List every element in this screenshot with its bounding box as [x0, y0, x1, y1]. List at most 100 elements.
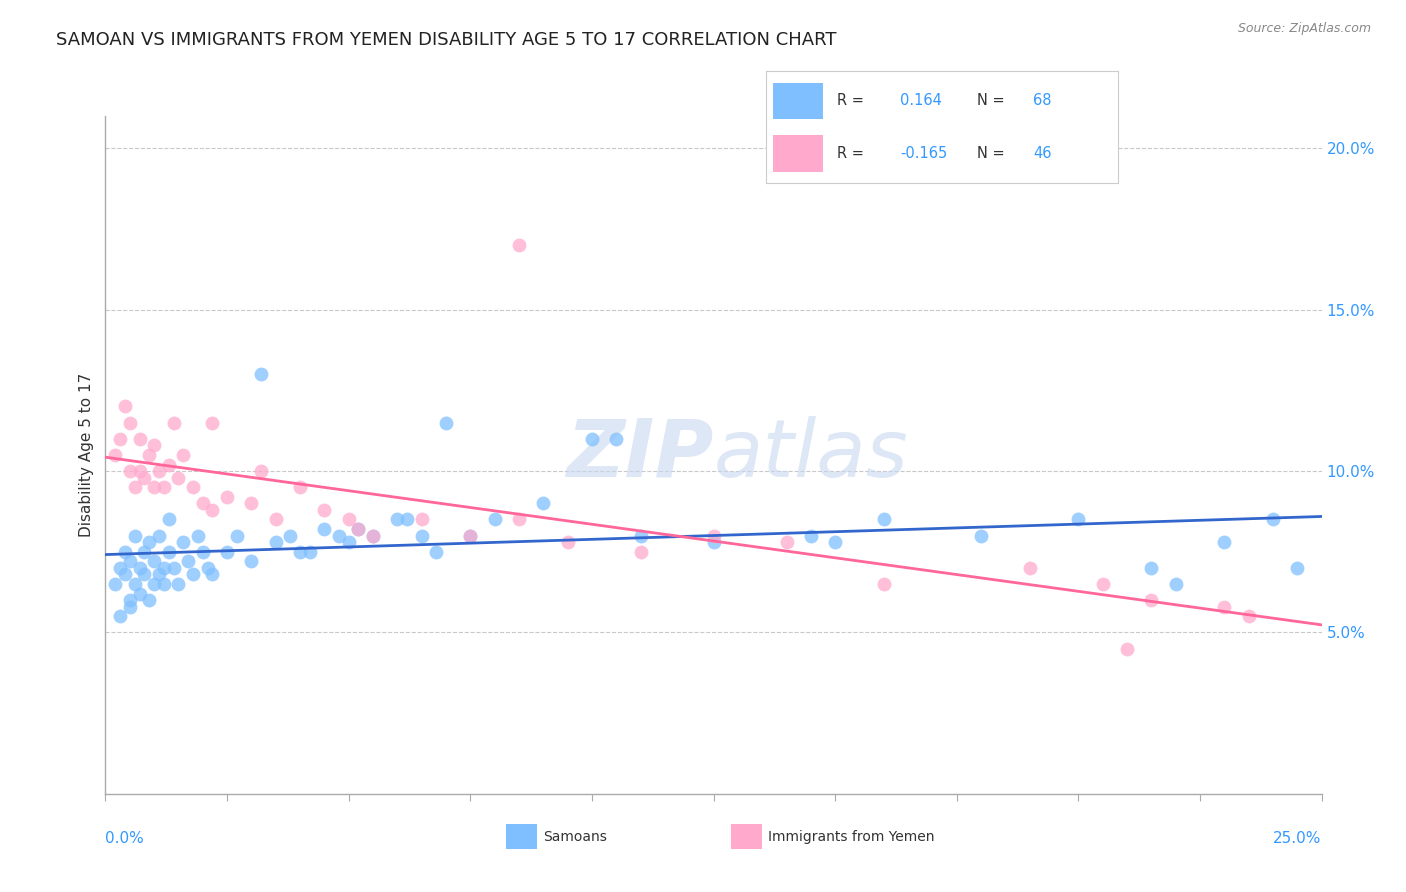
Point — [148, 528, 170, 542]
Point — [143, 554, 166, 568]
FancyBboxPatch shape — [773, 135, 823, 171]
Point — [250, 464, 273, 478]
Text: R =: R = — [837, 94, 868, 109]
Point — [425, 545, 447, 559]
Point — [153, 561, 176, 575]
Text: 0.0%: 0.0% — [105, 831, 145, 847]
Text: 46: 46 — [1033, 145, 1052, 161]
Point — [128, 464, 150, 478]
Point — [337, 535, 360, 549]
Point — [118, 599, 141, 614]
Point — [217, 545, 239, 559]
Point — [458, 528, 481, 542]
Point — [1164, 577, 1187, 591]
Point — [1091, 577, 1114, 591]
Point — [143, 577, 166, 591]
Point — [217, 490, 239, 504]
Point — [337, 512, 360, 526]
Point — [124, 528, 146, 542]
Point — [264, 512, 287, 526]
Point — [396, 512, 419, 526]
Text: 0.164: 0.164 — [900, 94, 942, 109]
Point — [104, 448, 127, 462]
Point — [118, 464, 141, 478]
Point — [288, 480, 311, 494]
Point — [702, 535, 725, 549]
Point — [118, 593, 141, 607]
Point — [411, 528, 433, 542]
Point — [411, 512, 433, 526]
Point — [114, 545, 136, 559]
Point — [138, 593, 160, 607]
Text: Immigrants from Yemen: Immigrants from Yemen — [768, 830, 934, 844]
Point — [191, 545, 214, 559]
Point — [531, 496, 554, 510]
Point — [148, 464, 170, 478]
Text: 68: 68 — [1033, 94, 1052, 109]
Point — [181, 567, 204, 582]
Point — [1261, 512, 1284, 526]
Point — [434, 416, 457, 430]
Point — [508, 512, 530, 526]
Y-axis label: Disability Age 5 to 17: Disability Age 5 to 17 — [79, 373, 94, 537]
Point — [630, 528, 652, 542]
Point — [128, 561, 150, 575]
Point — [167, 470, 190, 484]
Point — [108, 609, 131, 624]
Point — [264, 535, 287, 549]
Point — [191, 496, 214, 510]
Point — [128, 587, 150, 601]
Point — [134, 545, 156, 559]
Text: atlas: atlas — [713, 416, 908, 494]
Point — [201, 416, 224, 430]
Point — [201, 503, 224, 517]
Point — [157, 458, 180, 472]
Point — [162, 416, 184, 430]
Point — [240, 496, 263, 510]
Point — [581, 432, 603, 446]
Point — [124, 480, 146, 494]
Point — [458, 528, 481, 542]
Point — [181, 480, 204, 494]
Point — [314, 522, 336, 536]
Point — [1116, 641, 1139, 656]
Point — [114, 567, 136, 582]
Point — [873, 512, 896, 526]
Text: N =: N = — [977, 94, 1010, 109]
Point — [172, 448, 194, 462]
Point — [201, 567, 224, 582]
Text: Source: ZipAtlas.com: Source: ZipAtlas.com — [1237, 22, 1371, 36]
Point — [347, 522, 370, 536]
Point — [800, 528, 823, 542]
Point — [240, 554, 263, 568]
Text: R =: R = — [837, 145, 868, 161]
Point — [1213, 599, 1236, 614]
Point — [1067, 512, 1090, 526]
Point — [124, 577, 146, 591]
Point — [143, 480, 166, 494]
Point — [172, 535, 194, 549]
Point — [347, 522, 370, 536]
Point — [118, 416, 141, 430]
FancyBboxPatch shape — [773, 83, 823, 120]
Point — [134, 567, 156, 582]
Point — [197, 561, 219, 575]
Text: -0.165: -0.165 — [900, 145, 948, 161]
Point — [970, 528, 993, 542]
Point — [314, 503, 336, 517]
Point — [702, 528, 725, 542]
Point — [143, 438, 166, 452]
Point — [108, 561, 131, 575]
Point — [108, 432, 131, 446]
Point — [162, 561, 184, 575]
Point — [128, 432, 150, 446]
Point — [775, 535, 797, 549]
Point — [484, 512, 506, 526]
Point — [557, 535, 579, 549]
Text: 25.0%: 25.0% — [1274, 831, 1322, 847]
Point — [157, 512, 180, 526]
Point — [148, 567, 170, 582]
Point — [361, 528, 384, 542]
Point — [387, 512, 409, 526]
Point — [138, 535, 160, 549]
